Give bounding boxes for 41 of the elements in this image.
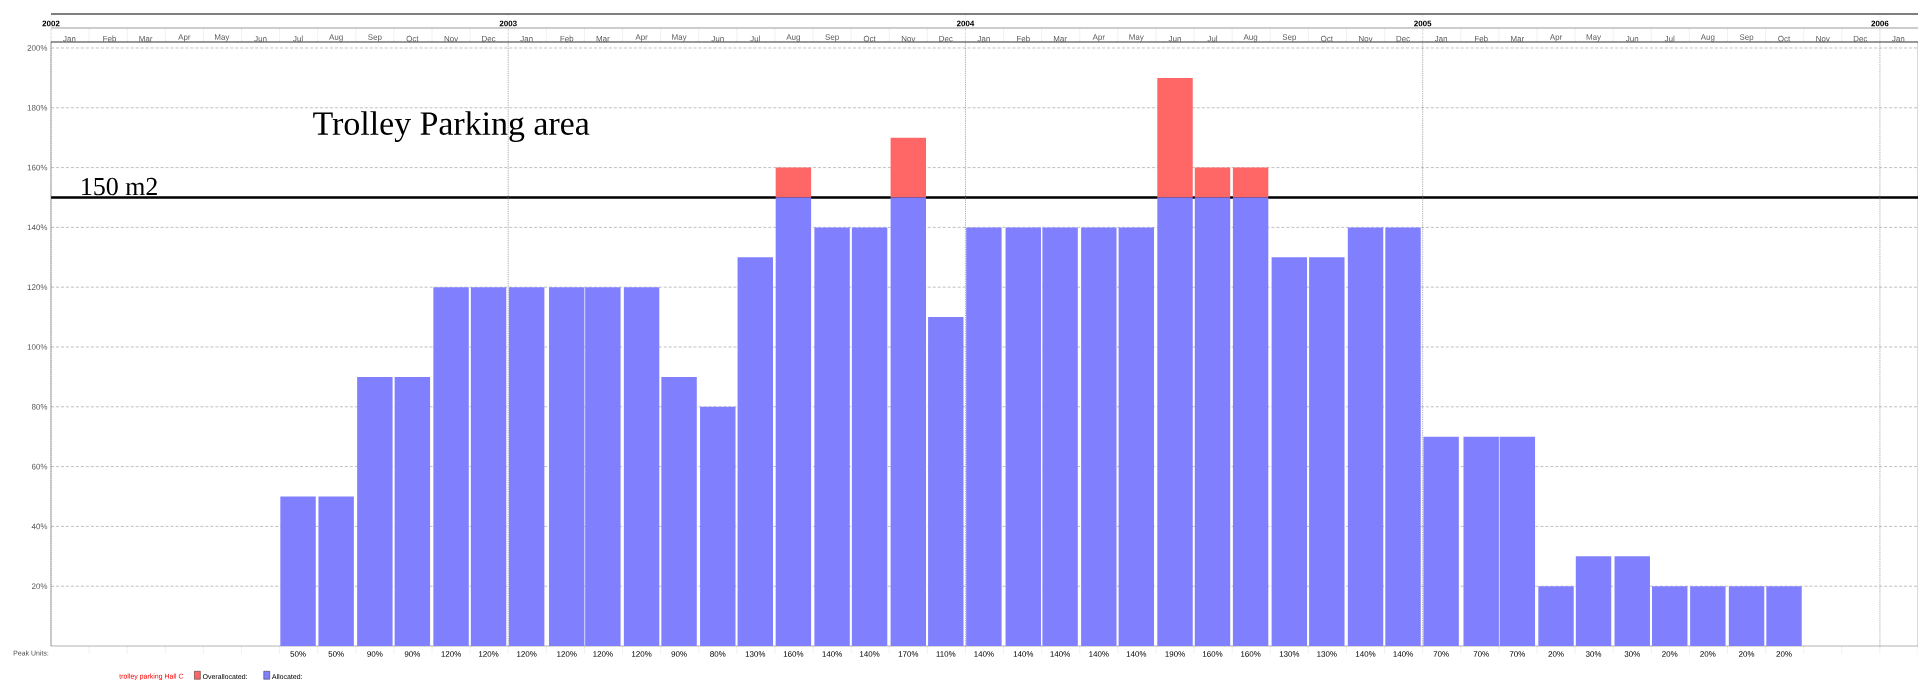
bar <box>1194 197 1231 646</box>
bar <box>470 287 507 646</box>
bar <box>890 137 927 198</box>
bar <box>700 406 736 646</box>
bar <box>1081 227 1117 646</box>
bar <box>966 227 1002 646</box>
bar <box>814 227 850 646</box>
bar <box>623 287 660 646</box>
bar <box>1385 227 1421 646</box>
bar <box>928 317 964 646</box>
bar <box>1157 197 1193 646</box>
ref-line-label: 150 m2 <box>82 177 157 196</box>
bar <box>1423 436 1459 646</box>
bar <box>1232 167 1269 198</box>
bar <box>1728 586 1765 646</box>
bar <box>1309 257 1345 646</box>
bar <box>280 496 316 646</box>
bar <box>1614 556 1650 646</box>
bar <box>1347 227 1384 646</box>
bar <box>433 287 469 646</box>
bar <box>775 197 812 646</box>
bar <box>1271 257 1308 646</box>
bar <box>1118 227 1155 646</box>
bar <box>851 227 888 646</box>
bar <box>890 197 927 646</box>
bar <box>1766 586 1802 646</box>
bar <box>1575 556 1612 646</box>
text: Trolley Parking area <box>313 111 590 142</box>
bar <box>394 376 431 646</box>
bar <box>737 257 773 646</box>
bar <box>1538 586 1574 646</box>
bar <box>1194 167 1231 198</box>
bar <box>1690 586 1726 646</box>
bar <box>508 287 545 646</box>
bar <box>357 376 393 646</box>
bar <box>775 167 812 198</box>
bar <box>318 496 354 646</box>
bar <box>1652 586 1688 646</box>
bar <box>661 376 697 646</box>
bar <box>1157 77 1193 198</box>
bar <box>1232 197 1269 646</box>
